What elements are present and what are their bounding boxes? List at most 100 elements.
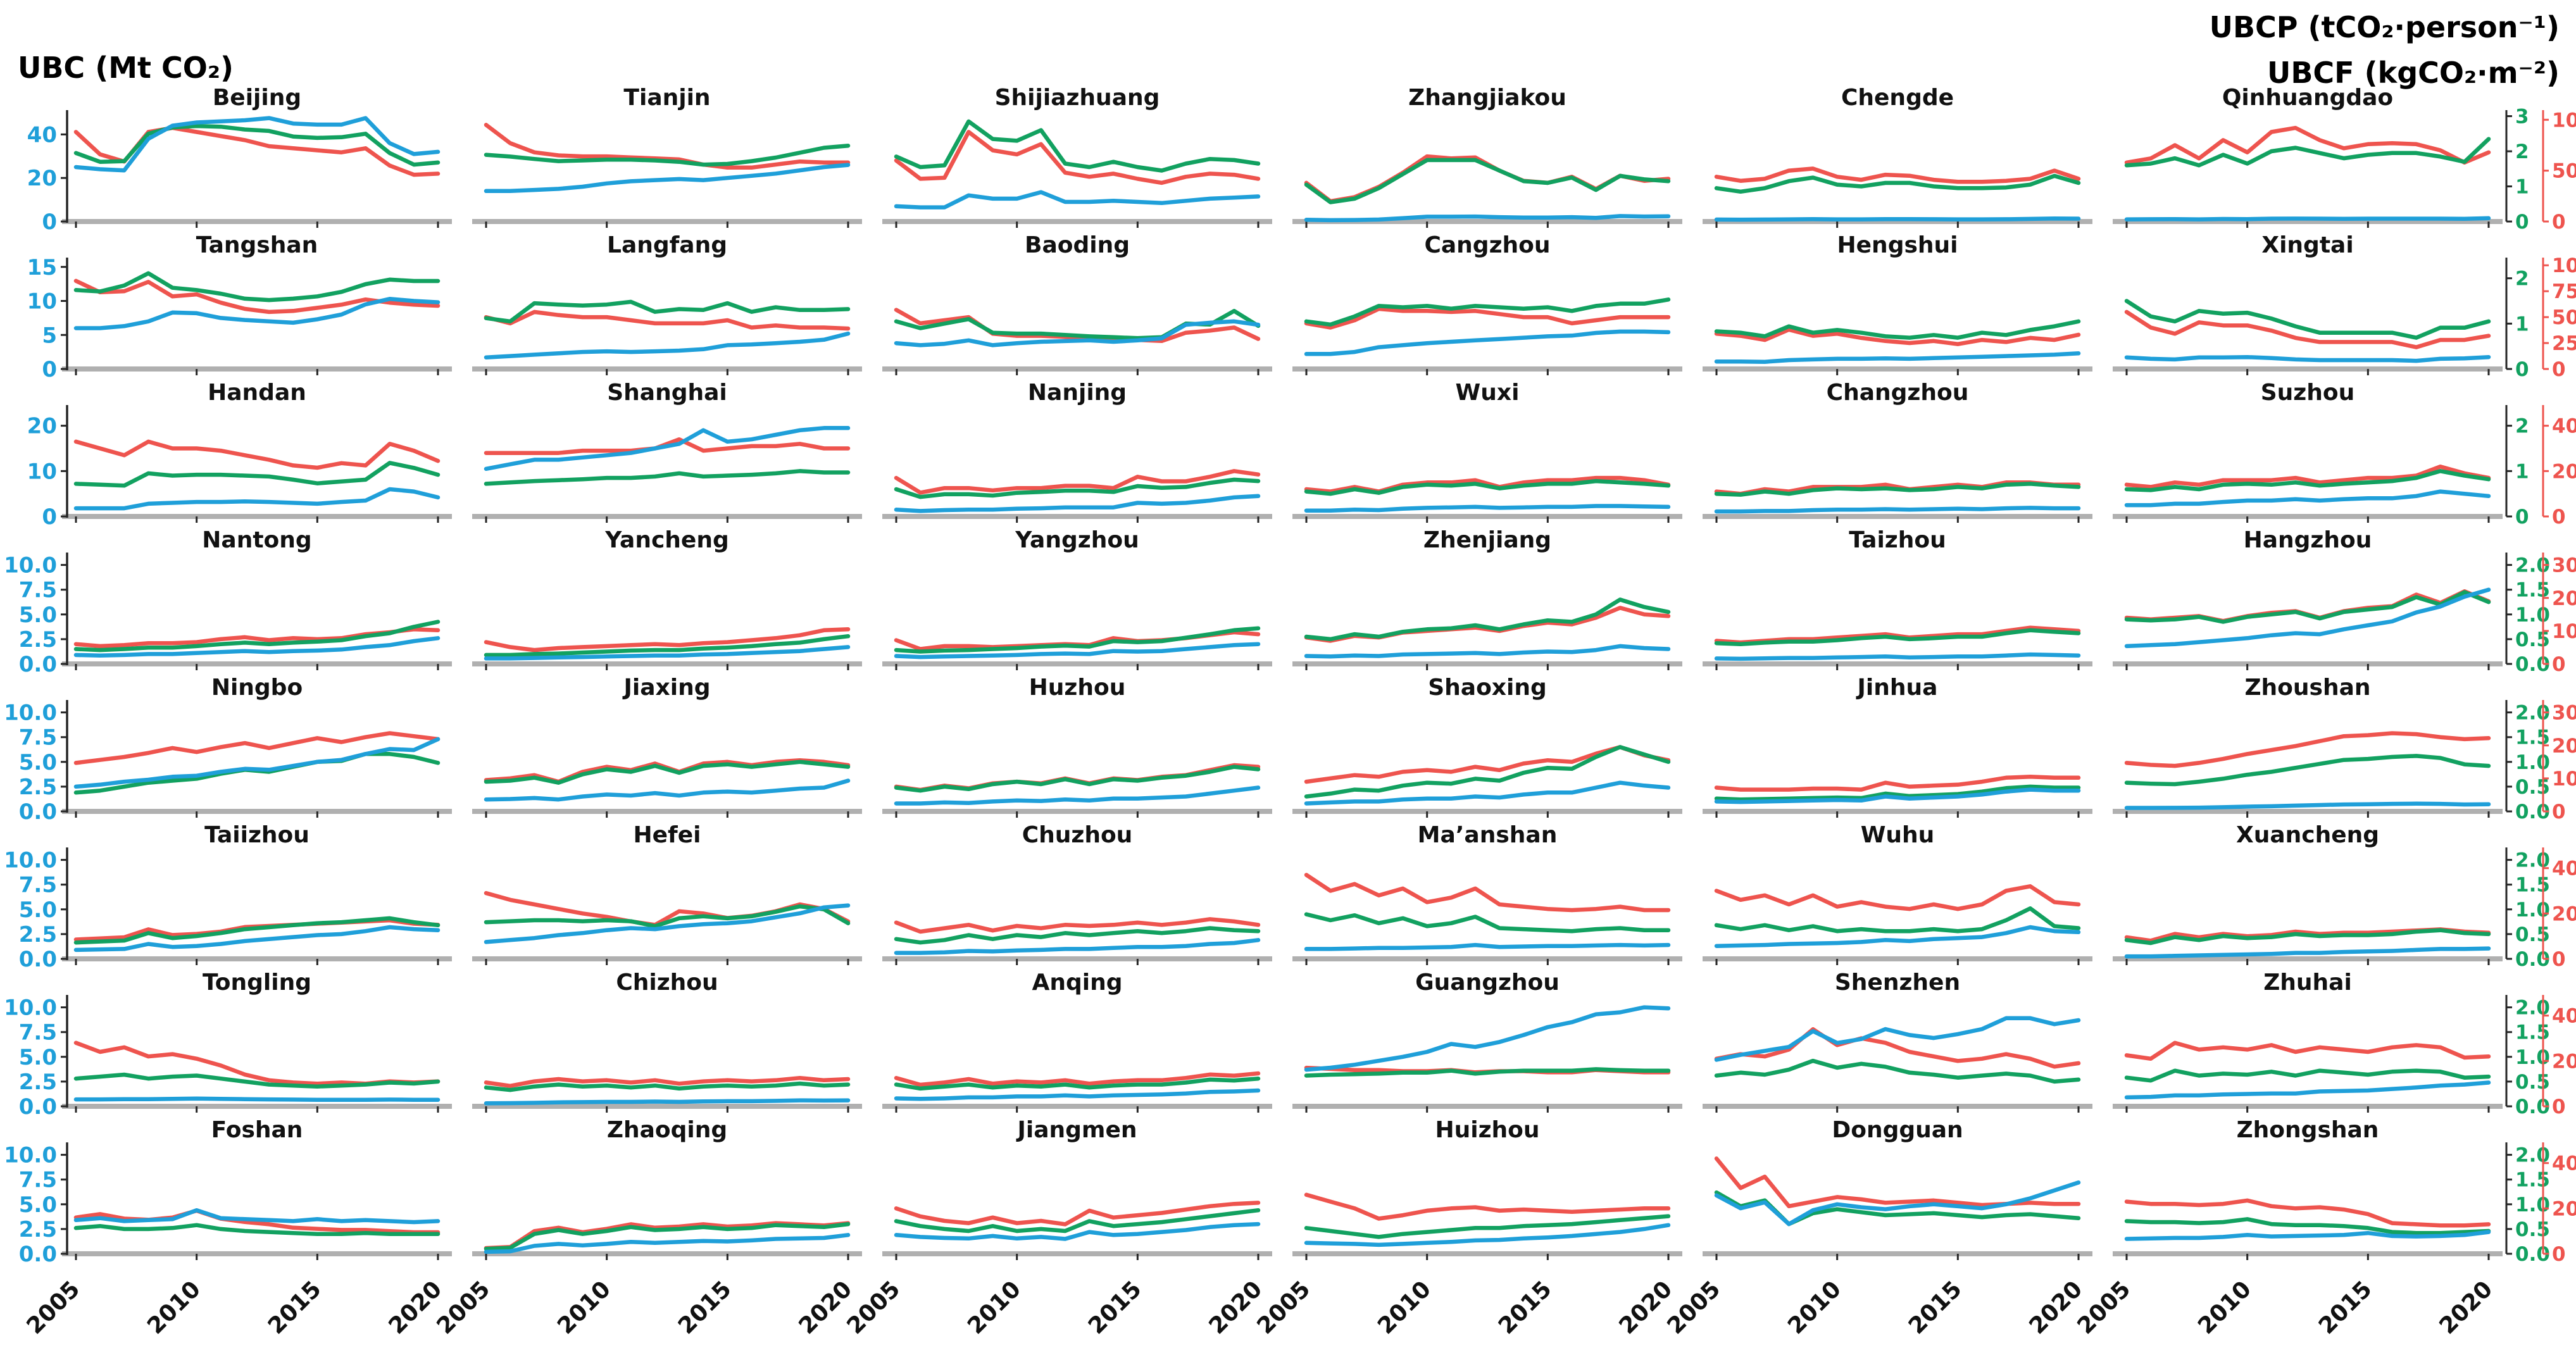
subplot-Hengshui: Hengshui	[1703, 232, 2092, 375]
left-axis-legend-ubc: UBC (Mt CO₂)	[18, 51, 234, 85]
subplot-Hefei: Hefei	[472, 822, 862, 965]
ubc-line	[73, 116, 441, 173]
ubcf-line	[1304, 745, 1671, 784]
subplot-Wuhu: Wuhu	[1703, 822, 2092, 965]
ubcp-line	[484, 143, 851, 167]
ubcf-line	[1304, 1192, 1671, 1221]
ubcp-line	[73, 461, 441, 488]
chart-title: Chengde	[1841, 85, 1954, 111]
ubc-line	[2124, 1230, 2491, 1241]
chart-cell-huizhou: Huizhou 2005 2010 2015 2020	[1253, 1117, 1708, 1339]
right-green-tick-label: 0	[2515, 506, 2529, 528]
chart-cell-anqing: Anqing	[882, 970, 1297, 1121]
ubc-line	[1714, 1180, 2081, 1227]
x-tick-label: 2010	[142, 1276, 206, 1339]
chart-cell-tongling: Tongling 0.0 2.5 5.0 7.5 10.0	[4, 970, 477, 1121]
subplot-Chizhou: Chizhou	[472, 970, 862, 1113]
ubc-line	[73, 636, 441, 658]
chart-title: Yangzhou	[1015, 527, 1139, 553]
ubc-line	[1304, 942, 1671, 951]
ubcf-line	[894, 1071, 1261, 1087]
chart-title: Huzhou	[1029, 675, 1126, 701]
ubcp-line	[484, 299, 851, 324]
ubc-line	[1714, 1016, 2081, 1062]
subplot-Taizhou: Taizhou	[1703, 527, 2092, 670]
ubcp-line	[1714, 319, 2081, 340]
chart-title: Qinhuangdao	[2222, 85, 2393, 111]
chart-title: Dongguan	[1832, 1117, 1963, 1143]
ubcf-line	[73, 278, 441, 315]
chart-cell-hefei: Hefei	[472, 822, 887, 973]
right-red-tick-label: 100	[2552, 254, 2576, 277]
x-tick-label: 2005	[842, 1276, 906, 1339]
x-tick-label: 2020	[2025, 1276, 2088, 1339]
chart-title: Jiangmen	[1016, 1117, 1137, 1143]
x-tick-label: 2020	[2435, 1276, 2498, 1339]
subplot-Qinhuangdao: Qinhuangdao0123050100	[2113, 85, 2576, 234]
ubcp-line	[1304, 158, 1671, 204]
x-tick-label: 2005	[432, 1276, 496, 1339]
right-red-tick-label: 0	[2552, 1096, 2566, 1118]
chart-title: Anqing	[1032, 970, 1123, 996]
subplot-Foshan: Foshan 0.02.55.07.510.0 2005 2010 2015 2020	[4, 1117, 452, 1339]
right-red-tick-label: 20	[2552, 903, 2576, 925]
ubcf-line	[484, 627, 851, 653]
ubc-line	[1304, 214, 1671, 223]
left-tick-label: 0.0	[19, 1242, 57, 1267]
subplot-Beijing: Beijing 0 20 40	[27, 85, 452, 235]
chart-cell-langfang: Langfang	[472, 232, 887, 384]
right-green-tick-label: 1.0	[2515, 604, 2550, 627]
left-tick-label: 10	[27, 459, 57, 484]
left-tick-label: 10.0	[4, 996, 57, 1021]
left-tick-label: 2.5	[19, 627, 57, 653]
left-tick-label: 40	[27, 122, 57, 147]
right-red-tick-label: 30	[2552, 554, 2576, 577]
left-tick-label: 0.0	[19, 947, 57, 972]
subplot-Cangzhou: Cangzhou	[1292, 232, 1682, 375]
ubcp-line	[1304, 478, 1671, 496]
ubcp-line	[73, 916, 441, 945]
right-axis-legend-ubcf: UBCF (kgCO₂·m⁻²)	[2267, 56, 2560, 90]
ubc-line	[894, 1221, 1261, 1241]
right-red-tick-label: 0	[2552, 653, 2566, 676]
chart-cell-tianjin: Tianjin	[472, 85, 887, 236]
ubc-line	[73, 1096, 441, 1103]
left-tick-label: 5.0	[19, 897, 57, 923]
right-red-tick-label: 0	[2552, 948, 2566, 971]
subplot-Dongguan: Dongguan 2005 2010 2015 2020	[1663, 1117, 2092, 1339]
ubc-line	[2124, 354, 2491, 363]
chart-cell-cangzhou: Cangzhou	[1292, 232, 1708, 384]
right-green-tick-label: 1.5	[2515, 874, 2550, 897]
chart-title: Zhangjiakou	[1408, 85, 1566, 111]
left-tick-label: 5.0	[19, 1192, 57, 1218]
left-tick-label: 2.5	[19, 1217, 57, 1242]
ubcp-line	[1714, 628, 2081, 646]
chart-cell-yangzhou: Yangzhou	[882, 527, 1297, 678]
right-red-tick-label: 25	[2552, 332, 2576, 355]
ubcp-line	[1714, 1058, 2081, 1084]
ubc-line	[1714, 216, 2081, 222]
ubcp-line	[894, 926, 1261, 945]
chart-title: Foshan	[211, 1117, 303, 1143]
right-green-tick-label: 3	[2515, 106, 2529, 128]
ubc-line	[1714, 787, 2081, 804]
right-green-tick-label: 1.0	[2515, 1046, 2550, 1069]
subplot-Jinhua: Jinhua	[1703, 675, 2092, 818]
ubc-line	[1304, 780, 1671, 806]
chart-cell-zhoushan: Zhoushan 0.0 0.5 1.0 1.5 2.0 0 10 20 30	[2113, 675, 2576, 826]
left-tick-label: 5.0	[19, 603, 57, 628]
ubcp-line	[484, 634, 851, 658]
x-tick-label: 2010	[553, 1276, 616, 1339]
ubc-line	[2124, 946, 2491, 959]
chart-cell-ningbo: Ningbo 0.0 2.5 5.0 7.5 10.0	[4, 675, 477, 826]
subplot-Nanjing: Nanjing	[882, 380, 1272, 523]
ubcp-line	[894, 119, 1261, 173]
chart-cell-suzhou: Suzhou 0 1 2 0 20 40	[2113, 380, 2576, 531]
chart-title: Wuxi	[1456, 380, 1520, 406]
chart-title: Hengshui	[1837, 232, 1958, 258]
chart-title: Shaoxing	[1428, 675, 1547, 701]
ubcp-line	[1714, 784, 2081, 802]
ubc-line	[2124, 801, 2491, 810]
ubcf-line	[1714, 884, 2081, 911]
